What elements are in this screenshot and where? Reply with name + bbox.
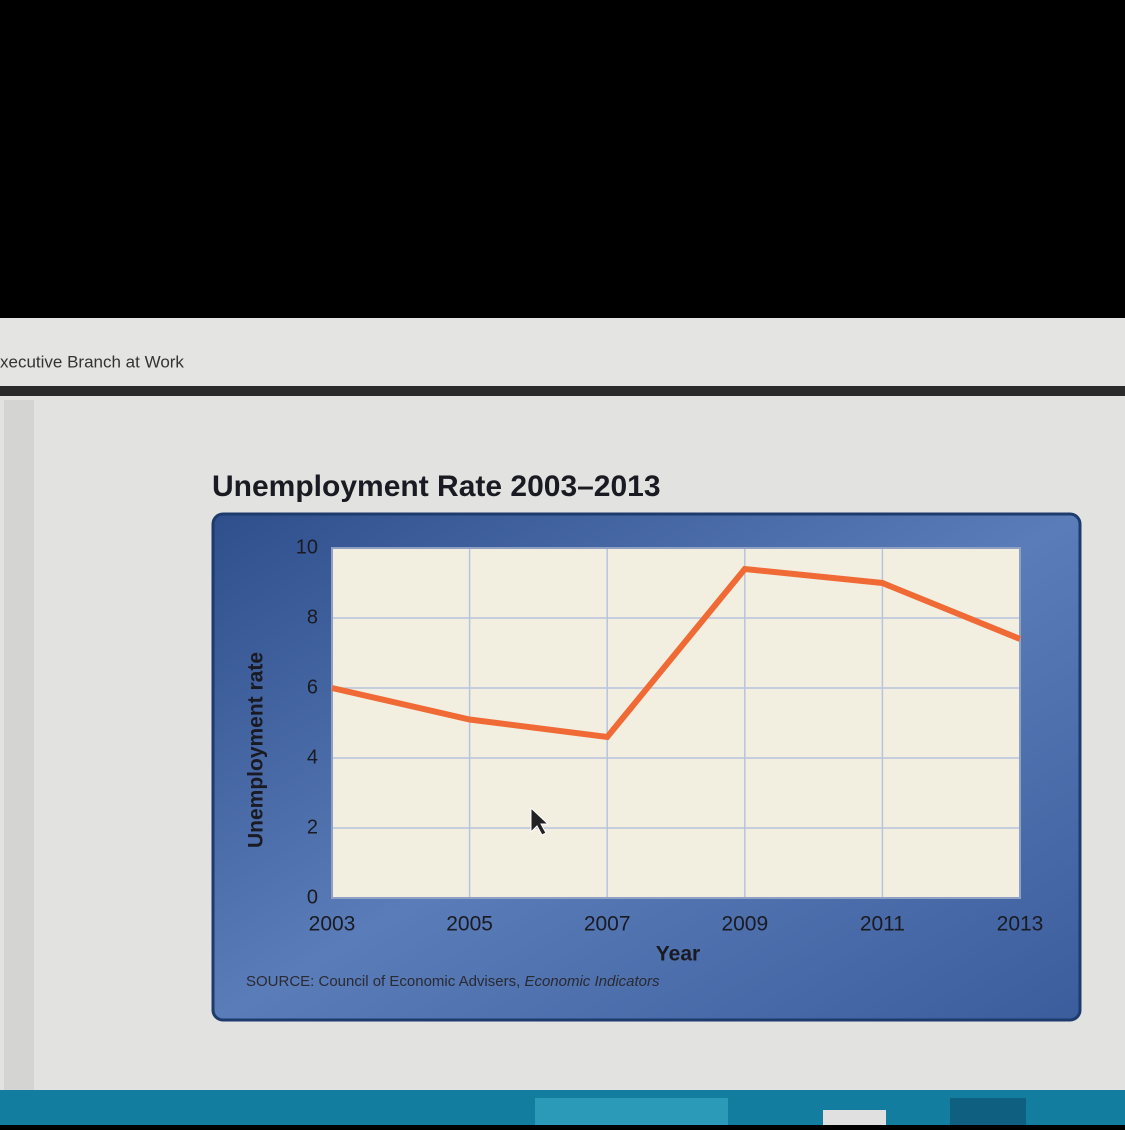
header-bar [0,318,1125,390]
chart-title: Unemployment Rate 2003–2013 [212,470,661,503]
bezel [0,0,1125,318]
header-title: xecutive Branch at Work [0,352,184,371]
sidebar [4,400,34,1090]
x-tick-label: 2007 [584,913,631,936]
y-tick-label: 2 [307,816,318,838]
source-publication: Economic Indicators [524,973,660,990]
x-tick-label: 2013 [997,913,1044,936]
source: SOURCE: Council of Economic Advisers, Ec… [246,973,660,990]
x-tick-label: 2005 [446,913,493,936]
footer-button[interactable] [535,1098,728,1125]
data-line [331,565,1022,741]
source-text: SOURCE: Council of Economic Advisers, [246,973,520,990]
y-axis-label: Unemployment rate [245,652,268,848]
footer-button[interactable] [950,1098,1026,1125]
x-tick-label: 2003 [309,913,356,936]
y-tick-label: 4 [307,746,318,768]
cursor [530,806,550,836]
x-axis-label: Year [656,943,700,966]
footer-input[interactable] [823,1110,886,1125]
plot-border [331,547,1021,899]
y-tick-label: 6 [307,676,318,698]
header-shadow [0,386,1125,396]
x-tick-label: 2011 [860,913,905,936]
y-tick-label: 8 [307,606,318,628]
y-tick-label: 0 [307,886,318,908]
y-tick-label: 10 [296,536,318,558]
x-tick-label: 2009 [721,913,768,936]
plot-area [332,548,1020,898]
